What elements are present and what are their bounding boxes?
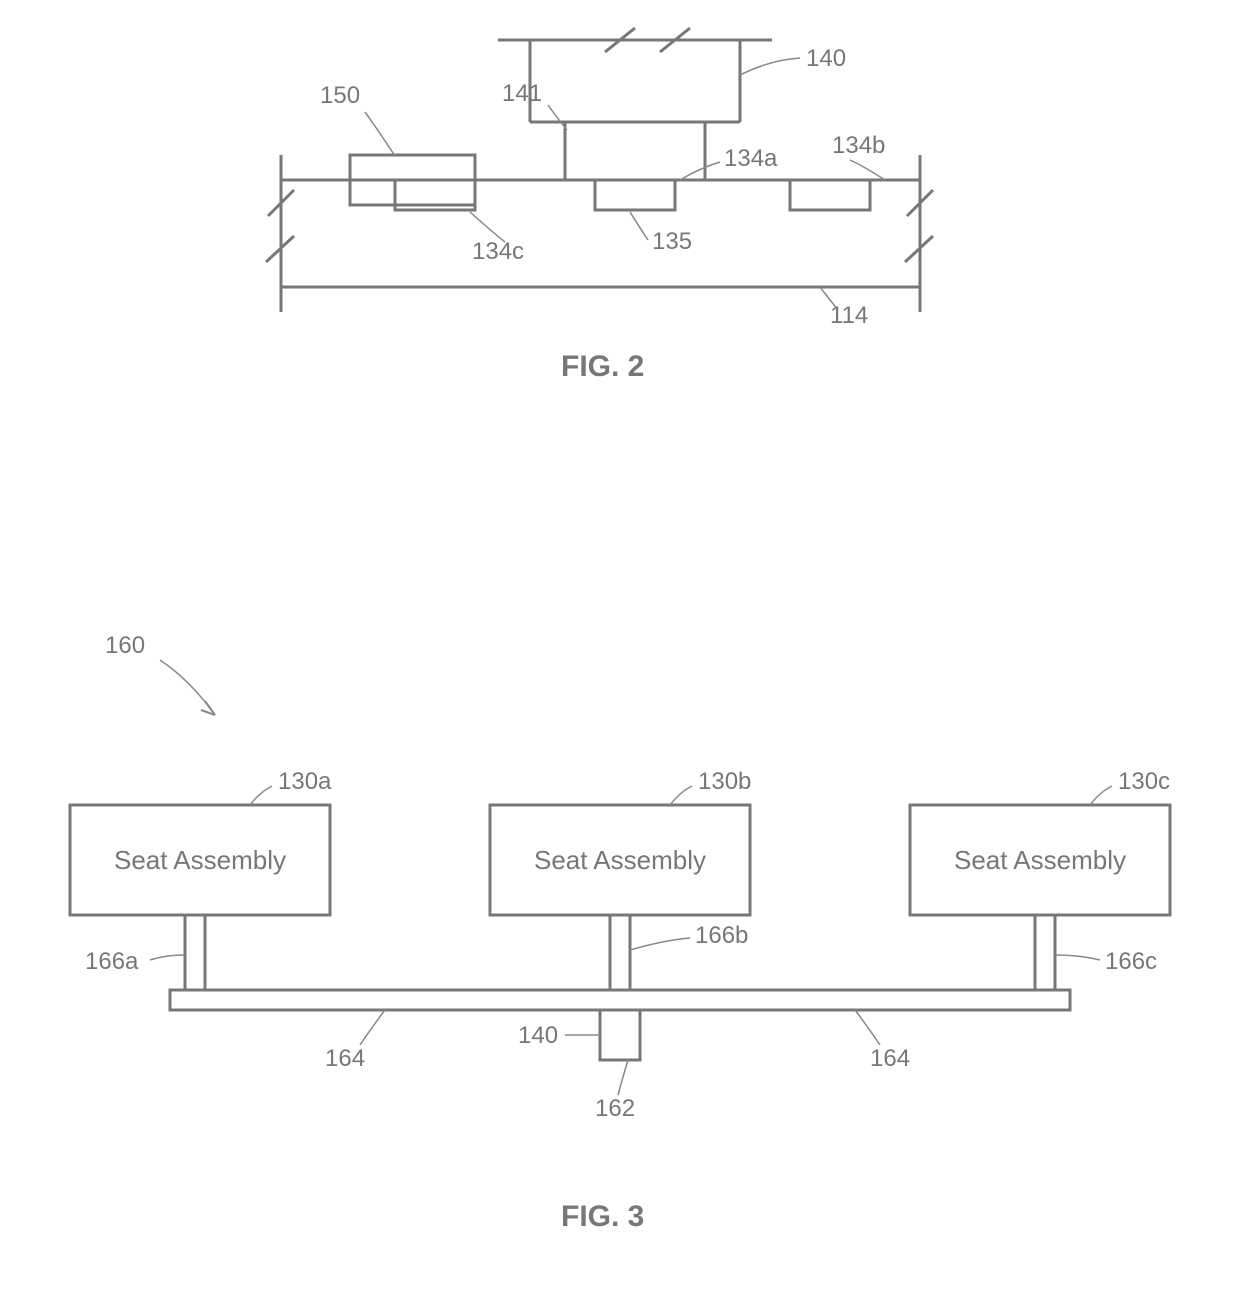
page: 140 141 150 134a 134b 134c 135 114 FIG. … <box>0 0 1240 1297</box>
label-166a: 166a <box>85 948 138 976</box>
seat-assembly-b: Seat Assembly <box>490 805 750 915</box>
label-130a: 130a <box>278 768 331 796</box>
label-166b: 166b <box>695 922 748 950</box>
seat-assembly-a: Seat Assembly <box>70 805 330 915</box>
label-130b: 130b <box>698 768 751 796</box>
label-130c: 130c <box>1118 768 1170 796</box>
label-140-fig3: 140 <box>518 1022 558 1050</box>
label-160: 160 <box>105 632 145 660</box>
fig3-caption: FIG. 3 <box>561 1200 644 1234</box>
label-164-left: 164 <box>325 1045 365 1073</box>
label-162: 162 <box>595 1095 635 1123</box>
seat-assembly-c: Seat Assembly <box>910 805 1170 915</box>
label-166c: 166c <box>1105 948 1157 976</box>
label-164-right: 164 <box>870 1045 910 1073</box>
